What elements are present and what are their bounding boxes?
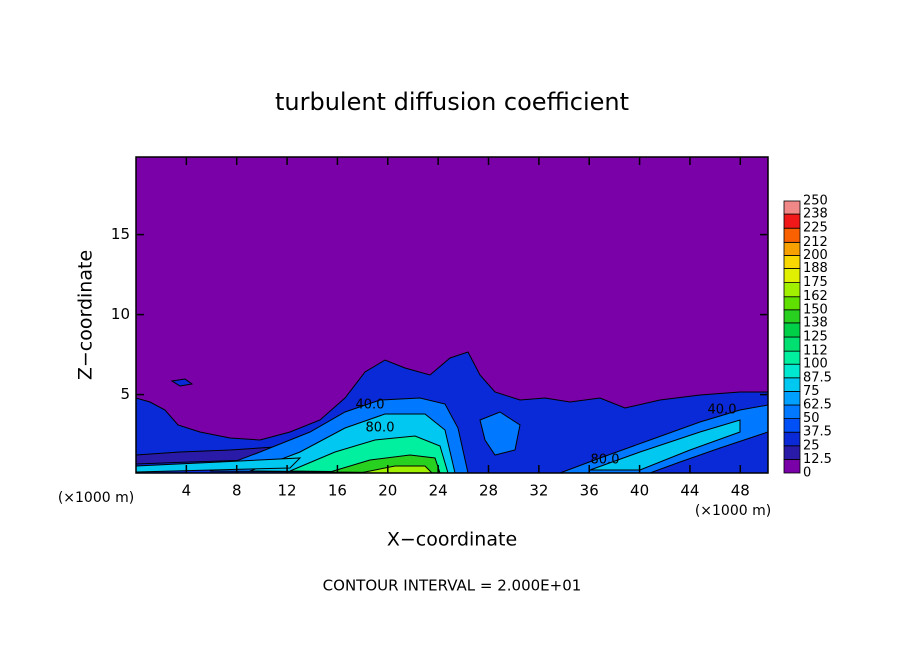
colorbar-swatch — [783, 390, 801, 406]
x-tick-label: 28 — [479, 482, 498, 500]
colorbar-swatch — [783, 213, 801, 229]
x-axis-label: X−coordinate — [387, 529, 517, 551]
x-tick-label: 8 — [232, 482, 242, 500]
colorbar-label: 175 — [803, 275, 828, 290]
x-unit-label: (×1000 m) — [695, 503, 771, 519]
colorbar-label: 37.5 — [803, 425, 832, 440]
colorbar-label: 87.5 — [803, 370, 832, 385]
colorbar-swatch — [783, 268, 801, 283]
colorbar-label: 188 — [803, 261, 828, 276]
x-tick-label: 48 — [731, 482, 750, 500]
colorbar-label: 225 — [803, 221, 828, 236]
field-region — [589, 419, 741, 471]
y-tick-label: 5 — [120, 385, 130, 403]
colorbar-label: 100 — [803, 357, 828, 372]
colorbar-swatch — [783, 336, 801, 352]
x-tick-label: 24 — [429, 482, 448, 500]
colorbar-label: 200 — [803, 248, 828, 263]
x-tick-label: 32 — [529, 482, 548, 500]
colorbar-swatch — [783, 431, 801, 447]
x-tick-label: 36 — [580, 482, 599, 500]
colorbar-swatch — [783, 350, 801, 365]
contour-label: 80.0 — [591, 453, 620, 468]
colorbar-swatch — [783, 445, 801, 460]
x-tick-label: 4 — [182, 482, 192, 500]
colorbar-label: 62.5 — [803, 398, 832, 413]
colorbar-swatch — [783, 282, 801, 298]
colorbar-label: 238 — [803, 207, 828, 222]
colorbar-label: 250 — [803, 194, 828, 209]
colorbar-swatch — [783, 296, 801, 311]
colorbar-swatch — [783, 458, 801, 474]
contour-label: 80.0 — [366, 421, 395, 436]
colorbar-swatch — [783, 322, 801, 338]
colorbar-label: 0 — [803, 466, 811, 481]
colorbar-label: 162 — [803, 289, 828, 304]
x-tick-label: 44 — [680, 482, 699, 500]
contour-label: 40.0 — [708, 403, 737, 418]
colorbar-swatch — [783, 254, 801, 269]
colorbar-label: 112 — [803, 344, 828, 359]
field-region — [479, 411, 521, 456]
x-tick-label: 16 — [328, 482, 347, 500]
x-tick-label: 20 — [378, 482, 397, 500]
colorbar-label: 150 — [803, 302, 828, 317]
colorbar-label: 138 — [803, 315, 828, 330]
colorbar-swatch — [783, 404, 801, 420]
y-axis-label: Z−coordinate — [75, 250, 97, 380]
colorbar-swatch — [783, 241, 801, 256]
x-tick-label: 40 — [630, 482, 649, 500]
colorbar-swatch — [783, 418, 801, 433]
colorbar-swatch — [783, 227, 801, 243]
colorbar-label: 50 — [803, 411, 820, 426]
colorbar-swatch — [783, 200, 801, 215]
x-tick-label: 12 — [278, 482, 297, 500]
y-tick-label: 15 — [111, 225, 130, 243]
colorbar-label: 125 — [803, 330, 828, 345]
field-region — [170, 378, 194, 387]
colorbar-label: 212 — [803, 235, 828, 250]
y-tick-label: 10 — [111, 305, 130, 323]
colorbar-label: 25 — [803, 438, 820, 453]
colorbar-swatch — [783, 363, 801, 379]
x-unit-label: (×1000 m) — [58, 490, 134, 506]
chart-title: turbulent diffusion coefficient — [275, 88, 629, 116]
colorbar-label: 12.5 — [803, 452, 832, 467]
colorbar-swatch — [783, 309, 801, 324]
footer: CONTOUR INTERVAL = 2.000E+01 — [323, 577, 582, 595]
colorbar-swatch — [783, 377, 801, 392]
contour-label: 40.0 — [356, 398, 385, 413]
colorbar-label: 75 — [803, 384, 820, 399]
